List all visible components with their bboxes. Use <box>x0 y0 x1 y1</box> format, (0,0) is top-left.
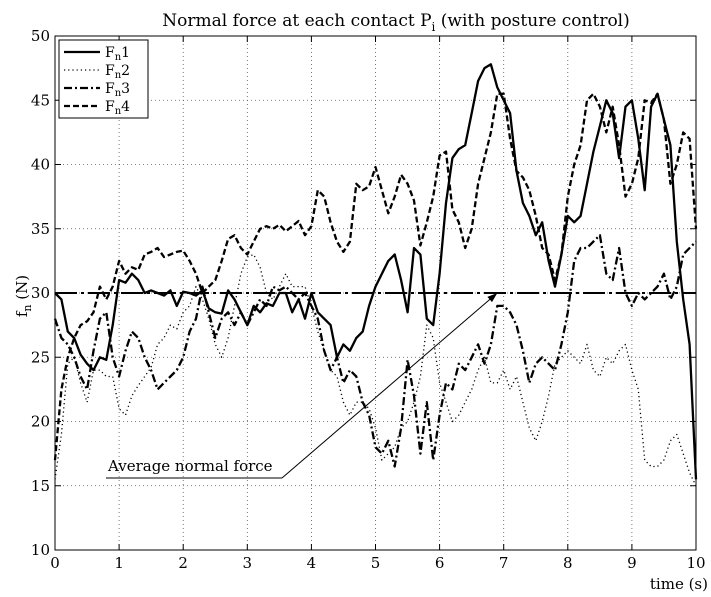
chart-title: Normal force at each contact Pi (with po… <box>162 11 630 34</box>
y-tick-label: 15 <box>31 477 50 495</box>
x-tick-label: 9 <box>627 554 637 572</box>
series-line-fn3 <box>53 234 697 468</box>
x-axis-label: time (s) <box>650 575 708 593</box>
chart-title-main: Normal force at each contact P <box>162 11 431 31</box>
series-line-fn1 <box>54 63 698 480</box>
chart-title-subscript: i <box>432 20 436 34</box>
x-tick-label: 2 <box>178 554 188 572</box>
x-tick-label: 1 <box>114 554 124 572</box>
annotation-arrow <box>281 292 498 479</box>
y-tick-label: 45 <box>31 91 50 109</box>
annotation-label: Average normal force <box>107 457 273 475</box>
annotation-arrowhead <box>487 293 498 303</box>
y-axis-label-subscript: n <box>21 304 34 311</box>
x-tick-label: 3 <box>243 554 253 572</box>
series-line-fn2 <box>54 253 697 487</box>
series-group <box>53 63 698 487</box>
x-tick-label: 8 <box>563 554 573 572</box>
x-tick-label: 0 <box>50 554 60 572</box>
y-tick-label: 25 <box>31 348 50 366</box>
legend-label-fn1: Fn1 <box>105 45 130 63</box>
chart-title-tail: (with posture control) <box>435 11 629 31</box>
y-tick-label: 10 <box>31 541 50 559</box>
annotation-group: Average normal force <box>106 292 498 479</box>
legend-label-fn4: Fn4 <box>105 99 130 117</box>
y-tick-label: 50 <box>31 27 50 45</box>
y-tick-label: 30 <box>31 284 50 302</box>
legend-label-fn2: Fn2 <box>105 63 130 81</box>
series-line-fn4 <box>53 92 698 461</box>
legend-label-fn3: Fn3 <box>105 81 130 99</box>
x-tick-label: 10 <box>686 554 705 572</box>
x-tick-label: 4 <box>307 554 317 572</box>
y-tick-label: 40 <box>31 156 50 174</box>
y-tick-label: 20 <box>31 413 50 431</box>
x-tick-label: 7 <box>499 554 509 572</box>
y-axis-label: fn (N) <box>13 275 34 317</box>
y-tick-label: 35 <box>31 220 50 238</box>
x-tick-label: 6 <box>435 554 445 572</box>
y-axis-label-tail: (N) <box>13 275 31 305</box>
y-axis-label-main: f <box>13 310 31 317</box>
x-tick-label: 5 <box>371 554 381 572</box>
